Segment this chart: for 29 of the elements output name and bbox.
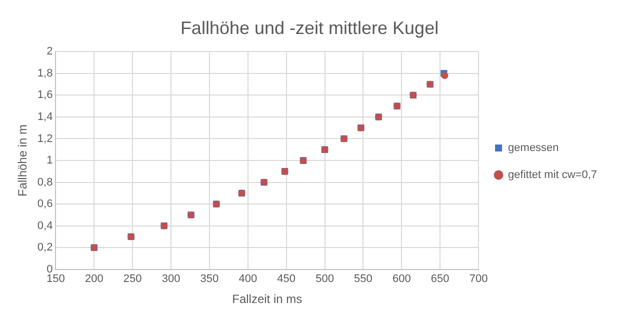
- y-tick-label: 0,4: [37, 220, 53, 232]
- legend-label: gefittet mit cw=0,7: [508, 169, 598, 182]
- y-tick-label: 1,4: [37, 110, 53, 123]
- y-tick-label: 0,8: [37, 176, 53, 188]
- y-tick-label: 1: [46, 154, 53, 167]
- x-tick-label: 300: [162, 273, 180, 286]
- y-axis-title: Fallhöhe in m: [16, 124, 30, 197]
- y-tick-label: 0: [46, 263, 53, 276]
- y-tick-label: 1,8: [37, 67, 53, 80]
- point: [441, 72, 448, 80]
- chart-title: Fallhöhe und -zeit mittlere Kugel: [180, 18, 439, 38]
- x-tick-label: 500: [316, 273, 334, 286]
- x-tick-label: 700: [469, 273, 488, 286]
- x-tick-label: 350: [200, 273, 219, 286]
- x-tick-label: 200: [84, 273, 104, 286]
- x-tick-label: 450: [277, 273, 296, 286]
- y-tick-label: 0,6: [37, 198, 53, 210]
- x-tick-label: 250: [123, 273, 142, 286]
- x-tick-label: 550: [354, 273, 372, 286]
- y-tick-label: 1,6: [37, 89, 53, 102]
- x-axis-title: Fallzeit in ms: [232, 292, 302, 306]
- x-tick-label: 400: [238, 273, 258, 286]
- y-tick-label: 1,2: [37, 132, 53, 145]
- x-tick-label: 150: [46, 273, 65, 286]
- x-tick-label: 600: [392, 273, 411, 286]
- y-tick-label: 0,2: [37, 242, 53, 254]
- x-tick-label: 650: [430, 273, 450, 286]
- legend-label: gemessen: [508, 142, 559, 154]
- y-tick-label: 2: [46, 46, 53, 58]
